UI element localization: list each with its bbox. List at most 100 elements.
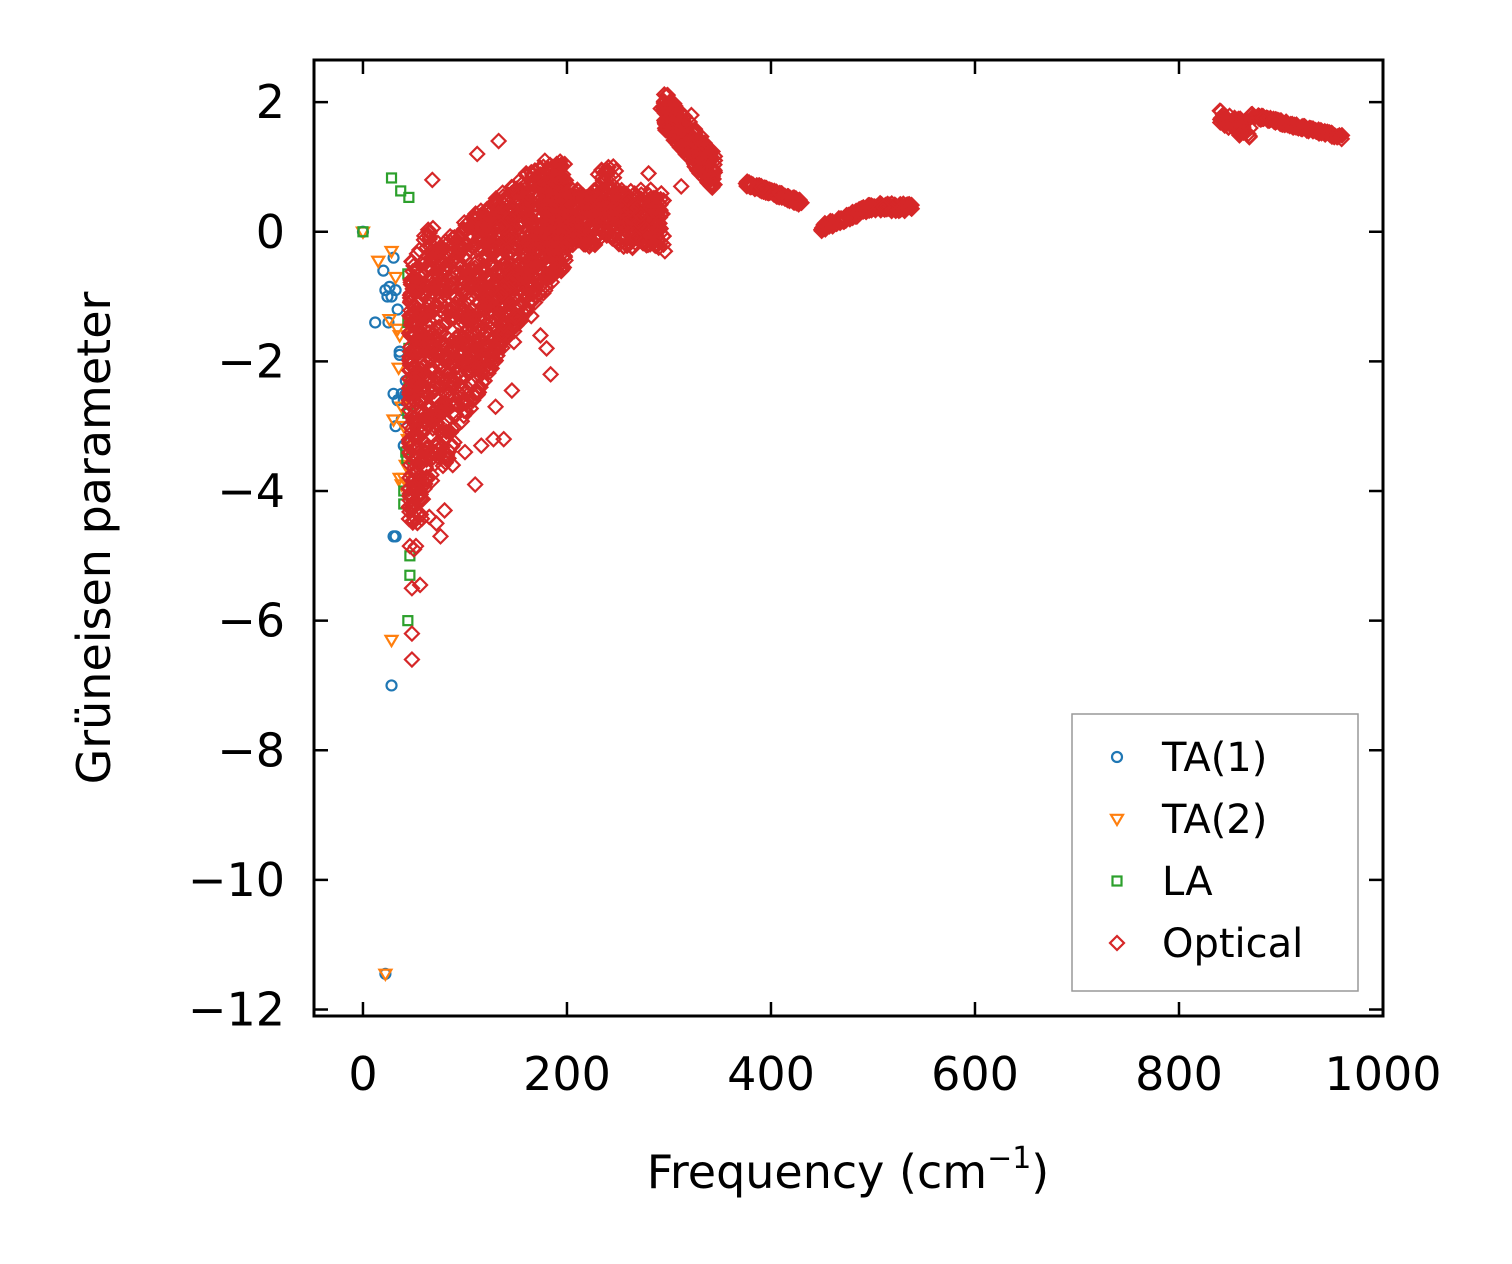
data-point — [411, 490, 429, 508]
data-point — [465, 211, 483, 229]
data-point — [1243, 105, 1261, 124]
data-point — [462, 218, 480, 236]
data-point — [385, 679, 398, 692]
data-point — [391, 303, 404, 316]
data-point — [415, 450, 433, 468]
data-point — [566, 229, 584, 247]
data-point — [1239, 125, 1257, 143]
data-point — [771, 184, 789, 202]
legend-marker — [1109, 813, 1125, 828]
data-point — [460, 267, 478, 285]
data-point — [487, 219, 505, 237]
data-point — [450, 315, 468, 333]
data-point — [403, 579, 421, 597]
data-point — [563, 196, 581, 214]
data-point — [369, 316, 382, 329]
data-point — [874, 198, 892, 216]
data-point — [357, 226, 369, 238]
data-point — [424, 275, 442, 293]
data-point — [407, 537, 425, 555]
legend-label: LA — [1162, 859, 1213, 905]
legend-label: TA(2) — [1161, 797, 1267, 843]
data-point — [582, 192, 600, 210]
data-point — [495, 316, 513, 334]
data-point — [456, 316, 474, 334]
data-point — [429, 441, 447, 459]
data-point — [467, 205, 485, 223]
data-point — [514, 292, 533, 310]
data-point — [412, 483, 430, 501]
y-tick-label: 2 — [256, 75, 285, 129]
data-point — [403, 625, 421, 643]
data-point — [387, 530, 400, 543]
data-point — [656, 242, 674, 260]
data-point — [477, 203, 495, 221]
data-point — [401, 433, 419, 451]
data-point — [527, 287, 545, 305]
data-point — [409, 375, 427, 393]
data-point — [431, 240, 449, 258]
data-point — [492, 218, 510, 236]
data-point — [402, 275, 420, 294]
data-point — [1312, 124, 1331, 142]
data-point — [607, 225, 625, 243]
data-point — [377, 968, 394, 983]
data-point — [820, 217, 838, 235]
data-point — [662, 126, 680, 144]
data-point — [404, 513, 422, 532]
data-point — [452, 224, 470, 242]
data-point — [419, 221, 437, 239]
axis-ticks: 0 200 400 600 800 1000 2 0 −2 −4 −6 −8 −10 −12 — [188, 60, 1442, 1101]
data-point — [410, 391, 428, 409]
data-point — [470, 349, 489, 367]
data-point — [387, 271, 404, 286]
data-point — [854, 202, 873, 220]
data-point — [494, 188, 512, 206]
data-point — [395, 185, 407, 197]
data-point — [558, 219, 576, 237]
data-point — [468, 145, 486, 163]
data-point — [1254, 110, 1272, 128]
data-point — [526, 259, 544, 277]
data-point — [489, 340, 507, 359]
data-point — [457, 245, 475, 263]
data-point — [621, 200, 639, 218]
y-tick-label: −2 — [217, 334, 285, 388]
legend-item: TA(2) — [1109, 797, 1267, 843]
data-points — [355, 86, 1351, 983]
data-point — [1211, 102, 1229, 120]
data-point — [377, 264, 390, 277]
data-point — [859, 196, 877, 214]
data-point — [476, 372, 494, 390]
data-point — [370, 255, 387, 270]
data-point — [542, 365, 560, 383]
data-point — [1329, 127, 1347, 146]
data-point — [514, 268, 533, 286]
data-point — [529, 246, 548, 264]
data-point — [466, 361, 484, 379]
data-point — [613, 202, 631, 220]
data-point — [400, 498, 418, 516]
data-point — [558, 184, 576, 202]
data-point — [410, 274, 428, 292]
data-point — [548, 262, 566, 280]
x-axis-label-superscript: −1 — [987, 1141, 1031, 1176]
data-point — [405, 480, 423, 498]
data-point — [540, 218, 558, 236]
data-point — [438, 366, 456, 384]
data-point — [619, 190, 637, 208]
data-point — [415, 286, 433, 304]
data-point — [530, 272, 548, 290]
data-point — [447, 351, 465, 369]
data-point — [505, 333, 523, 351]
data-point — [652, 190, 670, 208]
data-point — [597, 207, 616, 225]
data-point — [474, 263, 492, 281]
data-point — [890, 202, 908, 220]
data-point — [780, 190, 798, 208]
y-tick-label: −6 — [217, 594, 285, 648]
data-point — [445, 433, 463, 451]
data-point — [686, 158, 704, 176]
data-point — [583, 208, 601, 226]
data-point — [547, 168, 565, 186]
